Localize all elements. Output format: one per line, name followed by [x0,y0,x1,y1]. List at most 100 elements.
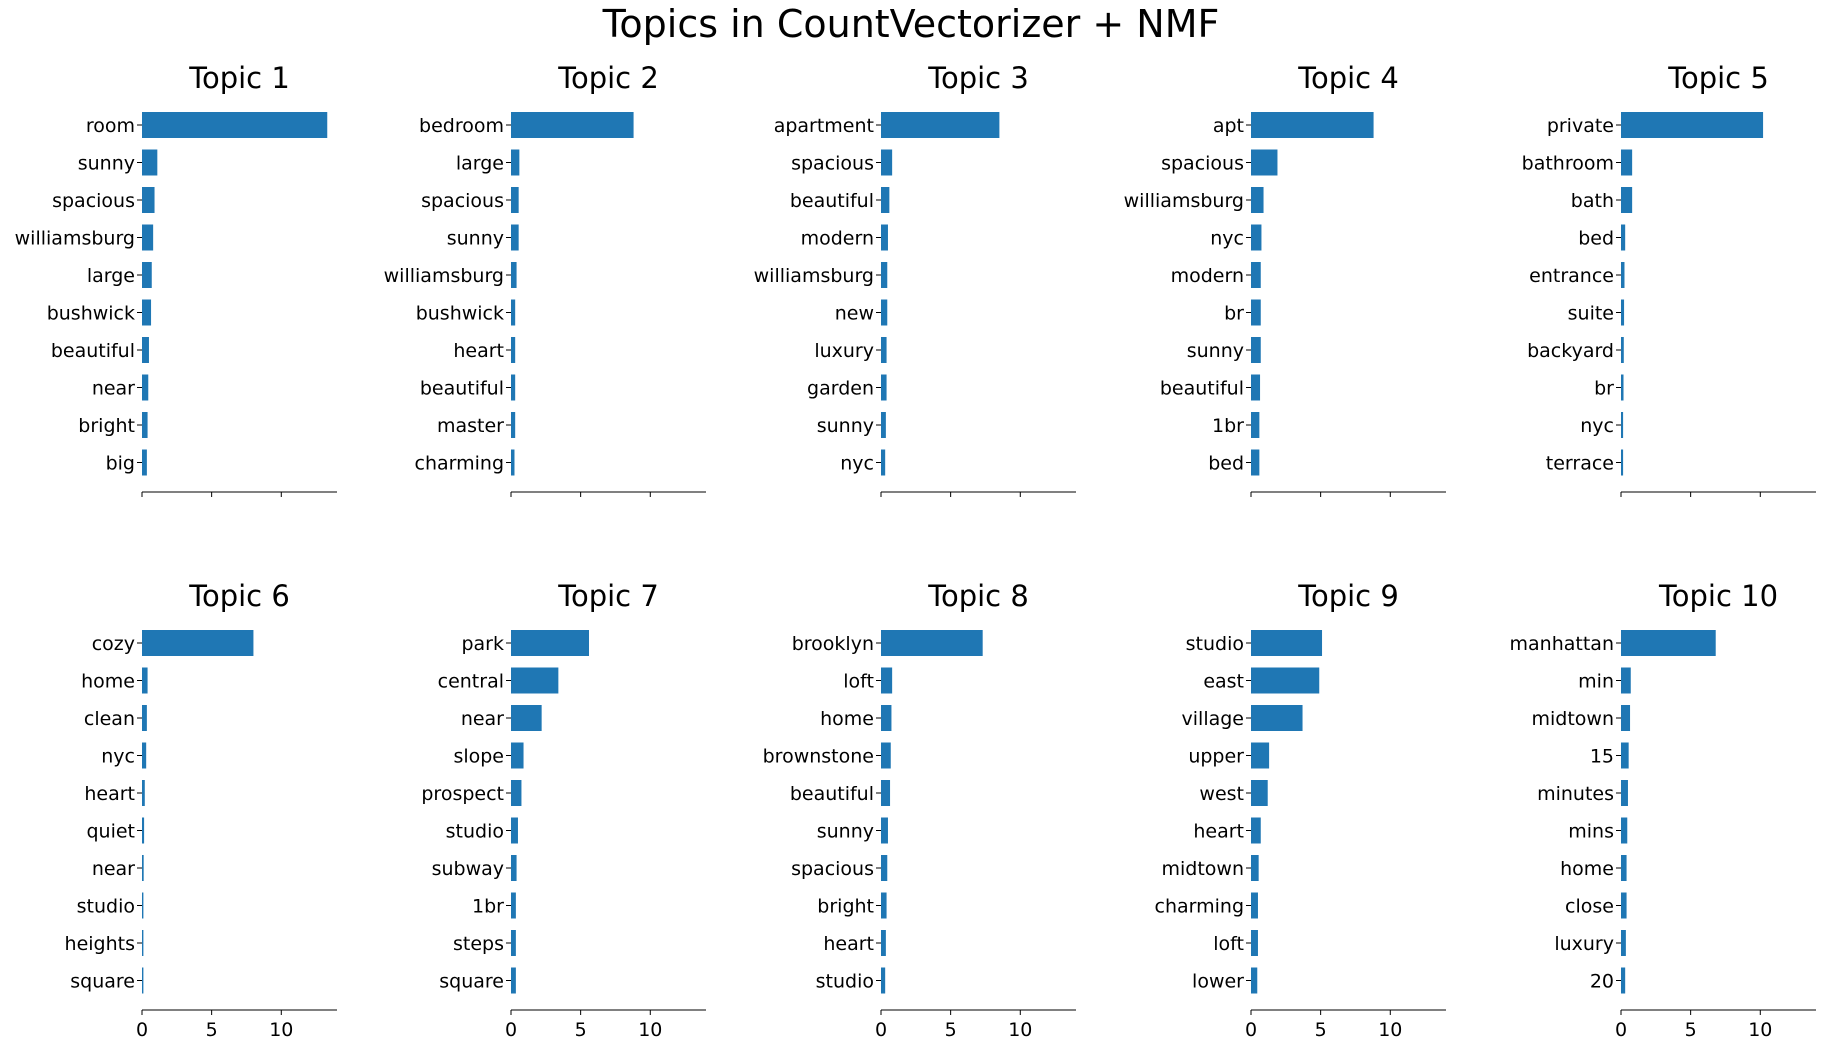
word-label: williamsburg [384,265,504,287]
word-label: studio [446,821,504,843]
bar-large [511,149,520,176]
word-label: br [1224,303,1244,325]
word-label: terrace [1546,453,1614,475]
word-label: bedroom [419,115,504,137]
word-label: modern [1171,265,1244,287]
subplot-title: Topic 10 [1658,579,1778,613]
word-label: bushwick [47,303,135,325]
subplot-title: Topic 8 [927,579,1029,613]
word-label: minutes [1537,783,1614,805]
word-label: spacious [52,190,135,212]
word-label: beautiful [51,340,135,362]
subplot-title: Topic 2 [557,61,659,95]
subplot-topic-9: Topic 9 studio east village upper west heart mi… [1155,579,1446,1041]
word-label: nyc [101,746,135,768]
word-label: sunny [817,821,874,843]
bar-master [511,412,516,438]
word-label: apartment [774,115,874,137]
bar-midtown [1621,705,1631,731]
word-label: luxury [814,340,874,362]
word-label: sunny [447,228,504,250]
bar-minutes [1621,780,1628,806]
word-label: brooklyn [792,633,874,655]
word-label: beautiful [790,783,874,805]
word-label: bushwick [416,303,504,325]
word-label: modern [801,228,874,250]
subplot-topic-8: Topic 8 brooklyn loft home brownstone beautif… [763,579,1076,1041]
word-label: midtown [1161,858,1244,880]
word-label: bed [1208,453,1244,475]
word-label: heart [823,933,874,955]
bar-bed [1251,449,1260,476]
bar-bath [1621,187,1633,213]
word-label: square [70,971,135,993]
word-label: spacious [791,858,874,880]
word-label: bed [1578,228,1614,250]
word-label: loft [1213,933,1244,955]
bar-williamsburg [1251,187,1264,213]
subplot-title: Topic 4 [1297,61,1399,95]
bar-williamsburg [511,262,517,288]
subplot-topic-3: Topic 3 apartment spacious beautiful modern w… [754,61,1076,497]
bar-room [142,112,328,138]
bar-luxury [1621,930,1626,956]
bar-beautiful [1251,374,1261,401]
chart-title: Topics in CountVectorizer + NMF [602,2,1220,46]
bar-bright [142,412,148,438]
word-label: new [835,303,874,325]
bar-mins [1621,817,1628,844]
bar-charming [1251,892,1258,919]
word-label: spacious [421,190,504,212]
x-tick-label: 5 [575,1019,587,1041]
word-label: cozy [92,633,135,655]
bar-studio [142,892,144,919]
word-label: williamsburg [754,265,874,287]
word-label: sunny [78,153,135,175]
subplot-topic-4: Topic 4 apt spacious williamsburg nyc modern b… [1124,61,1446,497]
word-label: east [1203,671,1244,693]
bar-close [1621,892,1627,919]
bar-home [1621,855,1627,881]
word-label: large [456,153,504,175]
word-label: big [106,453,135,475]
word-label: near [461,708,504,730]
word-label: nyc [840,453,874,475]
word-label: slope [453,746,504,768]
bar-bushwick [511,299,516,326]
word-label: studio [1186,633,1244,655]
bar-quiet [142,817,145,844]
subplot-title: Topic 6 [188,579,290,613]
word-label: heart [84,783,135,805]
bar-sunny [1251,337,1261,363]
word-label: village [1182,708,1244,730]
bar-home [881,705,892,731]
word-label: heart [453,340,504,362]
bar-sunny [142,149,158,176]
bar-central [511,667,559,694]
bar-spacious [881,855,888,881]
bar-village [1251,705,1303,731]
bar-apartment [881,112,1000,138]
bar-steps [511,930,516,956]
word-label: 15 [1590,746,1614,768]
word-label: beautiful [1160,378,1244,400]
bar-loft [1251,930,1258,956]
bar-loft [881,667,893,694]
bar-private [1621,112,1764,138]
word-label: bright [817,896,874,918]
bar-upper [1251,742,1270,769]
bar-big [142,449,147,476]
subplot-title: Topic 9 [1297,579,1399,613]
subplot-title: Topic 7 [557,579,659,613]
word-label: bright [78,415,135,437]
word-label: lower [1192,971,1244,993]
x-tick-label: 10 [638,1019,662,1041]
word-label: room [86,115,135,137]
bar-br [1621,374,1624,401]
word-label: bathroom [1522,153,1614,175]
word-label: 1br [1212,415,1244,437]
x-tick-label: 5 [206,1019,218,1041]
word-label: sunny [1187,340,1244,362]
bar-nyc [1251,224,1262,251]
bar-sunny [881,817,888,844]
